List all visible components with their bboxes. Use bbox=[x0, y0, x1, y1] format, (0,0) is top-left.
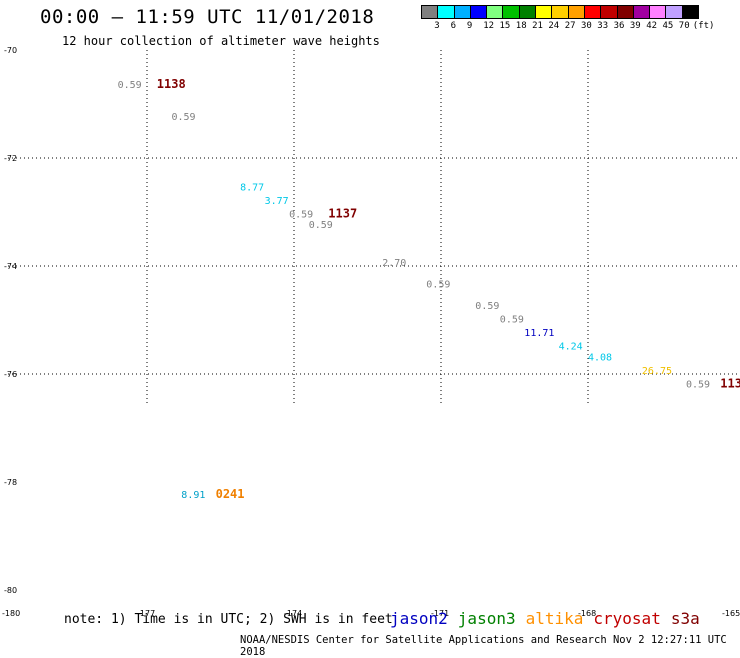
color-scale: 3 6 9 12 15 18 21 24 27 30 33 36 39 42 45 70 (ft) bbox=[421, 5, 714, 31]
latitude-tick-label: -72 bbox=[4, 154, 17, 163]
wave-height-label: 11.71 bbox=[524, 328, 554, 339]
pass-time-label: 1137 bbox=[328, 206, 357, 220]
wave-height-label: 8.77 bbox=[240, 182, 264, 193]
wave-height-label: 0.59 bbox=[289, 209, 313, 220]
axis-ticks: -70 -72 -74 -76 -78 -80 -180 -177 -174 -171 -168 -1… bbox=[2, 46, 740, 618]
longitude-tick-label: -180 bbox=[2, 609, 20, 618]
graticule bbox=[8, 50, 740, 405]
wave-height-label: 2.70 bbox=[382, 258, 406, 269]
color-scale-swatches bbox=[421, 5, 700, 19]
color-scale-label: 39 bbox=[629, 21, 641, 31]
latitude-tick-label: -74 bbox=[4, 262, 17, 271]
color-scale-label: 42 bbox=[646, 21, 658, 31]
color-swatch bbox=[681, 5, 700, 19]
pass-time-label: 113 bbox=[720, 377, 740, 391]
color-scale-label: 30 bbox=[581, 21, 592, 31]
color-scale-label: 33 bbox=[597, 21, 609, 31]
color-scale-label: 9 bbox=[466, 21, 473, 31]
legend-item: jason3 bbox=[457, 609, 516, 628]
color-scale-label: 21 bbox=[532, 21, 543, 31]
color-scale-label: 18 bbox=[515, 21, 527, 31]
longitude-tick-label: -174 bbox=[284, 609, 302, 618]
color-scale-label: 6 bbox=[450, 21, 457, 31]
legend-item: jason2 bbox=[390, 609, 448, 628]
longitude-tick-label: -171 bbox=[431, 609, 449, 618]
wave-height-label: 0.59 bbox=[686, 380, 710, 391]
legend-item: altika bbox=[525, 609, 584, 628]
color-scale-label: 24 bbox=[548, 21, 560, 31]
longitude-tick-label: -177 bbox=[137, 609, 155, 618]
color-scale-labels: 3 6 9 12 15 18 21 24 27 30 33 36 39 42 45 70 (ft) bbox=[422, 19, 714, 31]
color-scale-unit: (ft) bbox=[692, 21, 715, 31]
color-scale-label: 36 bbox=[613, 21, 625, 31]
wave-height-label: 0.59 bbox=[500, 315, 524, 326]
color-scale-label: 70 bbox=[678, 21, 690, 31]
longitude-tick-label: -165 bbox=[722, 609, 740, 618]
wave-height-label: 4.24 bbox=[559, 342, 583, 353]
longitude-tick-label: -168 bbox=[578, 609, 596, 618]
wave-height-label: 0.59 bbox=[309, 220, 333, 231]
wave-height-label: 3.77 bbox=[265, 196, 289, 207]
wave-height-label: 26.75 bbox=[642, 366, 672, 377]
map-title: 00:00 – 11:59 UTC 11/01/2018 bbox=[40, 6, 375, 28]
legend-item: s3a bbox=[670, 609, 700, 628]
pass-time-label: 0241 bbox=[216, 487, 245, 501]
latitude-tick-label: -80 bbox=[4, 586, 17, 595]
color-scale-label: 27 bbox=[564, 21, 576, 31]
color-scale-label: 3 bbox=[434, 21, 440, 31]
observations: 0.59 11380.598.773.770.590.5911372.700.59… bbox=[118, 77, 740, 501]
latitude-tick-label: -76 bbox=[4, 370, 17, 379]
wave-height-label: 4.08 bbox=[588, 353, 612, 364]
latitude-tick-label: -78 bbox=[4, 478, 17, 487]
latitude-tick-label: -70 bbox=[4, 46, 17, 55]
wave-height-label: 0.59 bbox=[172, 112, 196, 123]
pass-time-label: 1138 bbox=[157, 77, 186, 91]
wave-height-label: 8.91 bbox=[181, 490, 205, 501]
wave-height-label: 0.59 bbox=[426, 280, 450, 291]
footer-note: note: 1) Time is in UTC; 2) SWH is in fe… bbox=[64, 612, 393, 627]
color-scale-label: 12 bbox=[483, 21, 495, 31]
wave-height-label: 0.59 bbox=[475, 301, 499, 312]
credit-line: NOAA/NESDIS Center for Satellite Applica… bbox=[240, 634, 727, 658]
satellite-legend: jason2 jason3 altika cryosat s3a bbox=[390, 609, 710, 628]
color-scale-label: 15 bbox=[499, 21, 511, 31]
color-scale-label: 45 bbox=[662, 21, 674, 31]
legend-item: cryosat bbox=[593, 609, 661, 628]
wave-height-label: 0.59 bbox=[118, 80, 142, 91]
map-subtitle: 12 hour collection of altimeter wave hei… bbox=[62, 34, 380, 48]
